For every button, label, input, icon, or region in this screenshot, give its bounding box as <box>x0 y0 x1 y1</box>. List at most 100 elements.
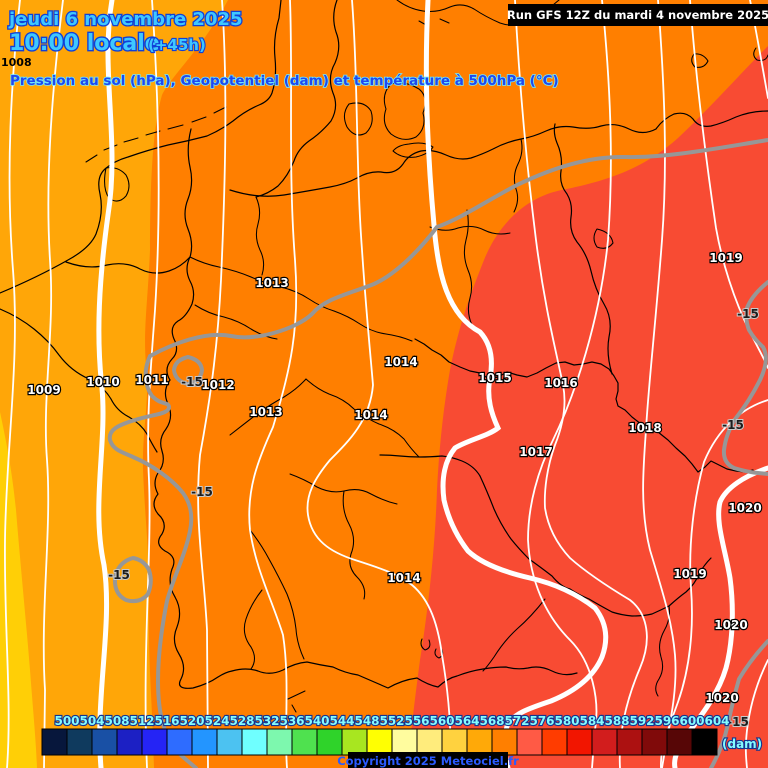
isobar-1012 <box>197 0 227 768</box>
pressure-labels: 1009 1010 1011 1012 1013 1013 1014 1014 … <box>26 250 763 706</box>
state-border-5 <box>342 490 366 600</box>
pressure-label: 1015 <box>478 371 511 385</box>
pressure-label: 1013 <box>255 276 288 290</box>
colorbar-swatch <box>66 728 93 756</box>
footer: Copyright 2025 Meteociel.fr <box>337 752 519 768</box>
isotherm-east <box>721 280 768 476</box>
isotherm-oval-small <box>172 355 204 386</box>
state-border-12 <box>463 209 473 326</box>
border-switzerland-north <box>231 661 578 689</box>
colorbar-swatch <box>316 728 343 756</box>
forecast-offset: (+45h) <box>148 36 206 54</box>
colorbar-tick: 508 <box>104 714 129 728</box>
isobar-1010-thick <box>96 0 115 768</box>
colorbar-swatch <box>366 728 393 756</box>
pressure-label: 1009 <box>27 383 60 397</box>
pressure-label: 1019 <box>709 251 742 265</box>
colorbar-swatch <box>616 728 643 756</box>
colorbar-swatch <box>216 728 243 756</box>
isobar-1018 <box>642 0 677 768</box>
state-border-6 <box>189 256 335 312</box>
pressure-label: 1012 <box>201 378 234 392</box>
colorbar-swatch <box>291 728 318 756</box>
isobar-1019-north <box>689 0 768 369</box>
colorbar-swatch <box>191 728 218 756</box>
coastline-ijsselmeer <box>104 167 130 202</box>
border-cz-south <box>479 475 712 617</box>
colorbar-tick: 572 <box>504 714 529 728</box>
isobar-1016 <box>514 0 648 768</box>
temp-label: -15 <box>722 418 744 432</box>
map-subtitle: Pression au sol (hPa), Geopotentiel (dam… <box>10 73 559 89</box>
isobar-1008 <box>4 0 21 768</box>
colorbar-tick: 520 <box>179 714 204 728</box>
colorbar-tick: 544 <box>329 714 354 728</box>
isobar-1019-south <box>660 399 768 768</box>
header: jeudi 6 novembre 2025 10:00 locale (+45h… <box>1 4 768 90</box>
border-de-pl-oder <box>553 123 613 375</box>
colorbar-tick: 536 <box>279 714 304 728</box>
pressure-label: 1014 <box>384 355 417 369</box>
colorbar-unit: (dam) <box>722 737 762 751</box>
colorbar-swatch <box>141 728 168 756</box>
colorbar-tick: 528 <box>229 714 254 728</box>
coastline-jutland-east <box>255 0 340 198</box>
temp-label: -15 <box>181 375 203 389</box>
colorbar-swatch <box>241 728 268 756</box>
border-lux-fr-de <box>153 379 233 689</box>
colorbar-tick: 588 <box>604 714 629 728</box>
coastline-sweden <box>396 0 768 61</box>
isotherm-main <box>107 138 768 768</box>
colorbar-tick: 516 <box>154 714 179 728</box>
field-red <box>408 46 768 768</box>
colorbar-tick: 560 <box>429 714 454 728</box>
run-info-box <box>508 4 768 26</box>
isobar-1015-thick <box>423 0 609 768</box>
pressure-label: 1011 <box>135 373 168 387</box>
colorbar-swatch <box>541 728 568 756</box>
temp-label: -15 <box>191 485 213 499</box>
colorbar-swatch <box>266 728 293 756</box>
temp-label: -15 <box>727 715 749 729</box>
colorbar-tick: 568 <box>479 714 504 728</box>
island-lolland <box>392 142 434 158</box>
isotherm-southeast <box>709 639 768 768</box>
copyright-text: Copyright 2025 Meteociel.fr <box>337 754 519 768</box>
pressure-label: 1020 <box>714 618 747 632</box>
colorbar-swatches <box>41 728 718 756</box>
pressure-label: 1014 <box>354 408 387 422</box>
pressure-label: 1020 <box>705 691 738 705</box>
time-title: 10:00 locale <box>9 31 160 56</box>
temperature-labels: -15 -15 -15 -15 -15 -15 <box>107 306 760 730</box>
colorbar-swatch <box>116 728 143 756</box>
colorbar-tick: 556 <box>404 714 429 728</box>
state-border-2 <box>249 529 305 660</box>
isobar-1014 <box>306 0 452 768</box>
pressure-label: 1019 <box>673 567 706 581</box>
coastlines-borders <box>0 0 768 713</box>
temp-label: -15 <box>737 307 759 321</box>
colorbar-swatch <box>516 728 543 756</box>
colorbar-tick: 584 <box>579 714 604 728</box>
colorbar-tick: 592 <box>629 714 654 728</box>
colorbar-swatch <box>641 728 668 756</box>
colorbar-swatch <box>416 728 443 756</box>
colorbar-tick: 504 <box>79 714 104 728</box>
isobar-1009 <box>42 0 64 768</box>
colorbar-tick: 524 <box>204 714 229 728</box>
colorbar-swatch <box>491 728 518 756</box>
copyright-box <box>348 752 508 768</box>
colorbar-swatch <box>341 728 368 756</box>
colorbar-swatch <box>166 728 193 756</box>
colorbar-swatch <box>566 728 593 756</box>
border-cz-west <box>379 454 481 477</box>
colorbar-tick: 580 <box>554 714 579 728</box>
pressure-label: 1016 <box>544 376 577 390</box>
field-yellow <box>0 412 37 768</box>
pressure-label: 1017 <box>519 445 552 459</box>
state-border-3 <box>305 378 420 458</box>
colorbar-ticks: 500 504 508 512 516 520 524 528 532 536 … <box>53 713 730 729</box>
isobar-1021-corner <box>744 659 768 768</box>
